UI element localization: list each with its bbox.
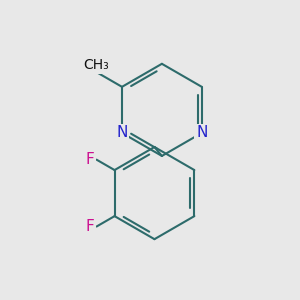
Text: F: F (85, 152, 94, 167)
Text: F: F (85, 219, 94, 234)
Text: CH₃: CH₃ (83, 58, 109, 72)
Text: N: N (196, 125, 208, 140)
Text: N: N (116, 125, 128, 140)
